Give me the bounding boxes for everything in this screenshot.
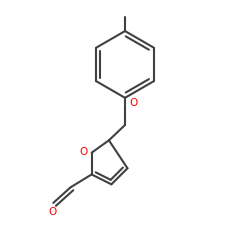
Text: O: O (79, 147, 87, 157)
Text: O: O (130, 98, 138, 108)
Text: O: O (48, 207, 56, 217)
